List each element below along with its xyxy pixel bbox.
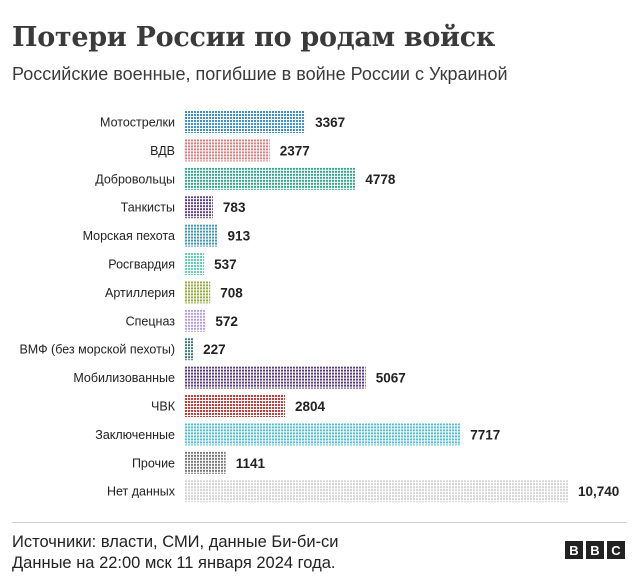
bar [185, 139, 270, 162]
bbc-logo: B B C [565, 541, 625, 559]
category-label: Артиллерия [105, 286, 175, 300]
category-label: Прочие [132, 456, 175, 470]
bbc-logo-letter: B [586, 541, 604, 559]
bar [185, 111, 306, 133]
value-label: 572 [215, 314, 238, 329]
value-label: 783 [223, 200, 246, 215]
bar [185, 480, 568, 503]
value-label: 7717 [470, 427, 500, 442]
date-line: Данные на 22:00 мск 11 января 2024 года. [12, 554, 336, 572]
value-label: 10,740 [578, 484, 619, 499]
bar [185, 366, 366, 389]
bar-chart: Мотострелки 3367 ВДВ 2377 Добровольцы 4778 Тан… [19, 111, 619, 503]
value-label: 537 [214, 257, 237, 272]
category-label: ВДВ [150, 144, 175, 158]
source-line: Источники: власти, СМИ, данные Би-би-си [12, 533, 339, 551]
value-label: 4778 [365, 172, 396, 187]
source-note: Источники: власти, СМИ, данные Би-би-си … [12, 532, 339, 574]
bar [185, 196, 213, 219]
category-label: Спецназ [126, 314, 176, 328]
category-label: Добровольцы [95, 172, 175, 186]
category-label: ЧВК [151, 400, 176, 414]
category-label: Танкисты [121, 201, 175, 215]
bar [185, 167, 356, 190]
value-label: 5067 [376, 371, 406, 386]
category-label: Мотострелки [100, 116, 175, 130]
value-label: 3367 [315, 115, 345, 130]
bar [185, 253, 205, 275]
bar [185, 338, 194, 361]
bar [185, 451, 226, 474]
value-label: 2804 [295, 399, 326, 414]
category-label: ВМФ (без морской пехоты) [19, 343, 175, 357]
bbc-logo-letter: B [565, 541, 583, 559]
value-label: 2377 [280, 143, 310, 158]
category-label: Росгвардия [108, 258, 175, 272]
value-label: 227 [203, 342, 226, 357]
bar [185, 224, 218, 247]
category-label: Морская пехота [83, 229, 175, 243]
value-label: 1141 [236, 456, 266, 471]
bar [185, 423, 461, 446]
footer-divider [12, 522, 627, 523]
category-label: Мобилизованные [73, 371, 175, 385]
bar [185, 281, 211, 304]
value-label: 913 [228, 229, 251, 244]
bar [185, 395, 285, 417]
value-label: 708 [220, 285, 243, 300]
category-label: Нет данных [107, 485, 176, 499]
chart-title: Потери России по родам войск [12, 22, 496, 53]
category-label: Заключенные [95, 428, 175, 442]
bbc-logo-letter: C [607, 541, 625, 559]
bar [185, 309, 206, 332]
chart-subtitle: Российские военные, погибшие в войне Рос… [12, 64, 508, 84]
